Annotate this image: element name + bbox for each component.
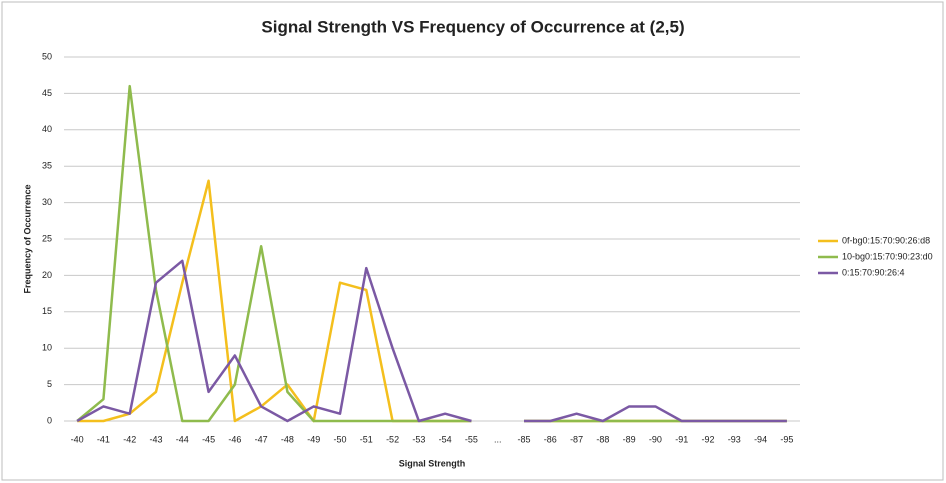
x-tick-label: -92 <box>701 434 714 444</box>
y-tick-label: 40 <box>42 124 52 134</box>
x-tick-label: -95 <box>780 434 793 444</box>
y-tick-label: 0 <box>47 415 52 425</box>
x-tick-label: -49 <box>307 434 320 444</box>
x-tick-label: -41 <box>97 434 110 444</box>
chart-title: Signal Strength VS Frequency of Occurren… <box>261 17 684 36</box>
x-tick-label: -45 <box>202 434 215 444</box>
x-tick-label: -48 <box>281 434 294 444</box>
x-tick-label: -88 <box>596 434 609 444</box>
x-tick-label: -85 <box>517 434 530 444</box>
x-tick-label: -86 <box>544 434 557 444</box>
x-tick-label: -47 <box>255 434 268 444</box>
x-tick-label: -53 <box>412 434 425 444</box>
y-tick-label: 35 <box>42 161 52 171</box>
y-tick-label: 50 <box>42 51 52 61</box>
x-tick-label: -51 <box>360 434 373 444</box>
y-axis-label: Frequency of Occurrence <box>22 184 32 293</box>
x-tick-label: -87 <box>570 434 583 444</box>
x-tick-label: ... <box>494 434 502 444</box>
x-tick-label: -46 <box>228 434 241 444</box>
y-tick-label: 20 <box>42 270 52 280</box>
x-tick-label: -93 <box>728 434 741 444</box>
x-tick-label: -54 <box>439 434 452 444</box>
legend-label: 10-bg0:15:70:90:23:d0 <box>842 251 933 261</box>
x-tick-label: -89 <box>623 434 636 444</box>
y-tick-label: 15 <box>42 306 52 316</box>
x-tick-label: -90 <box>649 434 662 444</box>
series-line <box>76 259 787 423</box>
legend-label: 0f-bg0:15:70:90:26:d8 <box>842 235 930 245</box>
x-axis-label: Signal Strength <box>399 458 466 468</box>
y-tick-label: 30 <box>42 197 52 207</box>
y-tick-label: 10 <box>42 343 52 353</box>
x-tick-label: -42 <box>123 434 136 444</box>
y-tick-label: 45 <box>42 88 52 98</box>
x-tick-label: -55 <box>465 434 478 444</box>
x-tick-label: -91 <box>675 434 688 444</box>
legend-label: 0:15:70:90:26:4 <box>842 267 905 277</box>
x-tick-label: -50 <box>333 434 346 444</box>
x-tick-label: -52 <box>386 434 399 444</box>
y-tick-label: 25 <box>42 233 52 243</box>
x-tick-label: -43 <box>149 434 162 444</box>
y-tick-label: 5 <box>47 379 52 389</box>
x-tick-label: -44 <box>176 434 189 444</box>
x-tick-label: -94 <box>754 434 767 444</box>
x-tick-label: -40 <box>71 434 84 444</box>
